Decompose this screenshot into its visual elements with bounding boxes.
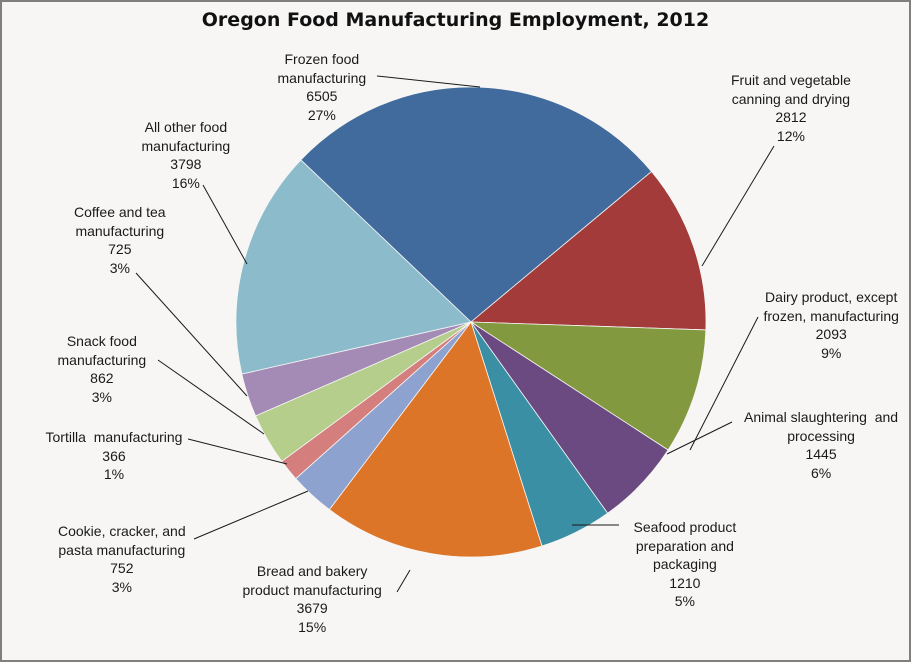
leader-line — [135, 272, 248, 397]
data-label: Dairy product, except frozen, manufacturi… — [763, 289, 899, 361]
leader-lines — [135, 75, 775, 593]
leader-line — [157, 359, 265, 435]
pie-slice — [469, 170, 707, 331]
leader-line — [193, 490, 309, 540]
data-label: Seafood product preparation and packaging 1… — [633, 519, 737, 609]
leader-line — [187, 438, 288, 465]
data-label: Cookie, cracker, and pasta manufacturing 7… — [58, 523, 186, 595]
data-label: Coffee and tea manufacturing 725 3% — [74, 204, 166, 276]
pie-slice — [469, 321, 707, 451]
pie-slice — [328, 321, 543, 558]
leader-line — [396, 569, 411, 593]
data-label: Bread and bakery product manufacturing 367… — [242, 563, 382, 635]
leader-line — [701, 145, 775, 267]
data-label: Animal slaughtering and processing 1445 6% — [744, 409, 899, 481]
data-label: Snack food manufacturing 862 3% — [57, 333, 147, 405]
chart-title: Oregon Food Manufacturing Employment, 20… — [201, 9, 710, 31]
data-label: Fruit and vegetable canning and drying 281… — [731, 72, 851, 144]
data-label: All other food manufacturing 3798 16% — [141, 119, 231, 191]
data-label: Tortilla manufacturing 366 1% — [45, 429, 183, 482]
data-label: Frozen food manufacturing 6505 27% — [277, 51, 367, 123]
leader-line — [376, 75, 481, 88]
leader-line — [689, 316, 759, 451]
pie-slices — [235, 86, 707, 558]
leader-line — [666, 421, 733, 455]
leader-line — [202, 184, 248, 265]
